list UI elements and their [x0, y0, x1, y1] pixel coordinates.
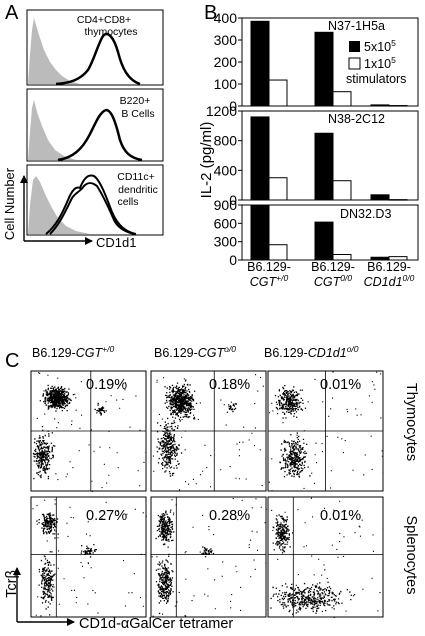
bar-subplot-2-series-1-cat-3: [370, 194, 390, 201]
subplot-3-ytick-label-2: 600: [214, 215, 238, 231]
legend-item-low-line-2: stimulators: [346, 72, 406, 86]
subplot-2-ytick-label-3: 1200: [206, 103, 237, 119]
row-label-thymocytes: Thymocytes: [403, 383, 419, 461]
legend-item-low: 1x105: [364, 55, 396, 71]
bar-subplot-2-series-2-cat-2: [332, 180, 352, 201]
histogram-1-curve: [55, 32, 141, 86]
subplot-3-ytick-label-1: 300: [214, 234, 238, 250]
percent-splenocytes-cgt-het: 0.27%: [86, 508, 127, 524]
bar-subplot-2-series-2-cat-3: [388, 199, 408, 201]
bar-subplot-1-series-1-cat-3: [370, 104, 390, 107]
flow-plot-splenocytes-cgt-null-frame: [150, 496, 267, 618]
panel-label-a: A: [5, 2, 19, 24]
subplot-2-ytick-label-0: 0: [229, 192, 237, 208]
histogram-2-isotype-fill: [28, 100, 76, 160]
bar-subplot-1-series-1-cat-1: [250, 20, 270, 107]
bar-subplot-3-series-2-cat-1: [268, 244, 288, 261]
histogram-3-label-line-2: dendritic: [118, 184, 158, 196]
histogram-1-label-line-1: CD4+CD8+: [77, 14, 131, 26]
percent-splenocytes-cd1d1-null: 0.01%: [320, 508, 361, 524]
panel-label-b: B: [204, 2, 217, 24]
panel-c-ylabel: Tcrβ: [4, 570, 20, 598]
subplot-2-ytick-label-1: 400: [214, 162, 238, 178]
flow-plot-thymocytes-cgt-het-events: [32, 372, 147, 492]
histogram-box-1: [26, 9, 164, 86]
panel-a-histograms: CD4+CD8+ thymocytes B220+ B Cells CD11c+…: [2, 9, 164, 250]
bar-subplot-1-series-1-cat-2: [314, 31, 334, 107]
histogram-box-2: [26, 88, 164, 162]
category-label-1-prefix: B6.129-: [247, 260, 291, 274]
panel-b-category-labels: B6.129- CGT+/0 B6.129- CGT0/0 B6.129- CD…: [247, 260, 415, 289]
column-header-1: B6.129-CGT+/0: [32, 344, 114, 360]
histogram-box-3: [26, 164, 164, 236]
percent-splenocytes-cgt-null: 0.28%: [209, 508, 250, 524]
bar-subplot-2-series-1-cat-1: [250, 116, 270, 201]
bar-subplot-3-series-2-cat-3: [388, 256, 408, 261]
bar-subplot-1-series-2-cat-3: [388, 105, 408, 107]
panel-c-column-headers: B6.129-CGT+/0 B6.129-CGTo/0 B6.129-CD1d1…: [32, 344, 359, 360]
histogram-2-label-line-1: B220+: [120, 95, 151, 107]
category-label-3-genotype: CD1d10/0: [364, 273, 415, 289]
panel-b-ylabel: IL-2 (pg/ml): [198, 122, 215, 199]
histogram-3-isotype-fill: [28, 176, 90, 234]
histogram-1-label-line-2: thymocytes: [84, 26, 137, 38]
category-label-3-prefix: B6.129-: [367, 260, 411, 274]
panel-c-flow-plots: [30, 370, 384, 618]
panel-c-xlabel: CD1d-αGalCer tetramer: [79, 616, 233, 632]
bar-subplot-2-series-2-cat-1: [268, 177, 288, 201]
legend-swatch-low: [348, 57, 361, 70]
histogram-3-curve-b: [49, 182, 135, 235]
histogram-2-curve: [57, 108, 143, 162]
panel-b-legend: 5x105 1x105 stimulators: [346, 38, 406, 86]
category-label-2-genotype: CGT0/0: [314, 273, 352, 289]
histogram-2-label-line-2: B Cells: [121, 108, 154, 120]
column-header-2: B6.129-CGTo/0: [154, 344, 236, 360]
panel-c-percent-labels: 0.19% 0.18% 0.01% 0.27% 0.28% 0.01%: [86, 377, 361, 524]
category-label-2-prefix: B6.129-: [311, 260, 355, 274]
column-header-3: B6.129-CD1d1o/0: [264, 344, 359, 360]
subplot-1-ytick-label-4: 400: [214, 10, 238, 26]
subplot-3-ytick-label-0: 0: [229, 252, 237, 268]
histogram-3-label-line-3: cells: [117, 196, 138, 208]
subplot-3-ytick-label-3: 900: [214, 197, 238, 213]
histogram-1-isotype-fill: [28, 18, 80, 84]
bar-subplot-1-series-2-cat-2: [332, 91, 352, 107]
bar-subplot-3-series-1-cat-1: [250, 204, 270, 261]
bar-subplot-3-series-1-cat-2: [314, 221, 334, 261]
flow-plot-thymocytes-cd1d1-null-events: [268, 371, 384, 492]
subplot-2-title: N38-2C12: [328, 112, 385, 126]
bar-subplot-1-series-2-cat-1: [268, 79, 288, 107]
flow-plot-splenocytes-cgt-het-frame: [30, 496, 147, 618]
row-label-splenocytes: Splenocytes: [403, 516, 419, 595]
bar-subplot-3-series-2-cat-2: [332, 254, 352, 261]
subplot-1-ytick-label-0: 0: [229, 98, 237, 114]
subplot-1-ytick-label-3: 300: [214, 32, 238, 48]
panel-a-xlabel: CD1d1: [96, 235, 136, 250]
percent-thymocytes-cgt-null: 0.18%: [209, 377, 250, 393]
subplot-1-ytick-label-2: 200: [214, 54, 238, 70]
flow-plot-splenocytes-cd1d1-null-events: [270, 497, 384, 618]
category-label-1-genotype: CGT+/0: [250, 273, 289, 289]
percent-thymocytes-cd1d1-null: 0.01%: [320, 377, 361, 393]
legend-item-high: 5x105: [364, 38, 396, 54]
flow-plot-thymocytes-cgt-null-events: [152, 374, 264, 491]
flow-plot-splenocytes-cd1d1-null-frame: [267, 496, 384, 618]
panel-a-ylabel: Cell Number: [2, 167, 17, 240]
panel-label-c: C: [5, 350, 19, 372]
subplot-3-title: DN32.D3: [340, 207, 391, 221]
subplot-2-ytick-label-2: 800: [214, 133, 238, 149]
legend-swatch-high: [349, 41, 360, 52]
subplot-1-title: N37-1H5a: [328, 19, 385, 33]
histogram-3-curve-a: [45, 174, 137, 235]
subplot-1-ytick-label-1: 100: [214, 76, 238, 92]
bar-subplot-2-series-1-cat-2: [314, 132, 334, 201]
histogram-3-label-line-1: CD11c+: [117, 171, 154, 183]
percent-thymocytes-cgt-het: 0.19%: [86, 377, 127, 393]
